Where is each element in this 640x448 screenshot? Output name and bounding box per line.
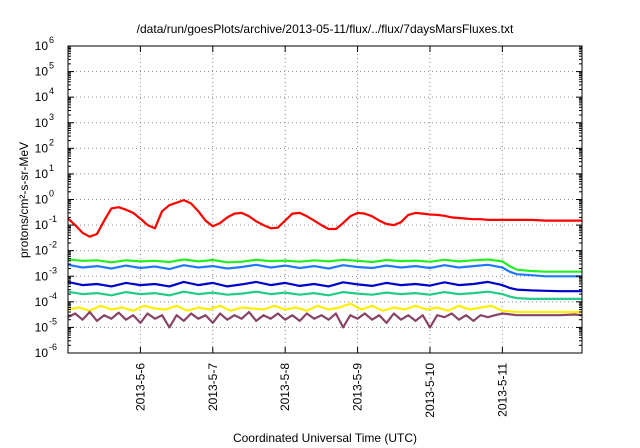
- series-layer: [67, 199, 583, 329]
- y-tick-label: 10: [35, 346, 49, 360]
- x-axis-label: Coordinated Universal Time (UTC): [233, 431, 417, 445]
- y-tick-label: 10: [35, 39, 49, 53]
- y-axis: 10 -610 -510 -410 -310 -210 -110 010 110 210 310 41…: [35, 35, 582, 360]
- x-tick-label: 2013-5-7: [206, 363, 220, 411]
- y-tick-exponent: 6: [49, 35, 54, 45]
- y-tick-exponent: -5: [49, 316, 57, 326]
- y-tick-exponent: -6: [49, 342, 57, 352]
- y-axis-label: protons/cm²-s-sr-MeV: [17, 142, 31, 258]
- y-tick-label: 10: [35, 269, 49, 283]
- y-tick-label: 10: [35, 65, 49, 79]
- y-tick-exponent: 5: [49, 61, 54, 71]
- y-tick-exponent: -3: [49, 265, 57, 275]
- series-line-1: [67, 199, 582, 238]
- x-tick-label: 2013-5-8: [278, 363, 292, 411]
- y-tick-label: 10: [35, 141, 49, 155]
- series-line-5: [67, 290, 582, 300]
- series-line-2: [67, 258, 582, 273]
- x-axis: 2013-5-6 2013-5-7 2013-5-8 2013-5-9 2013-5-1…: [133, 46, 509, 418]
- y-tick-label: 10: [35, 116, 49, 130]
- y-tick-exponent: 1: [49, 163, 54, 173]
- y-tick-label: 10: [35, 218, 49, 232]
- series-line-3: [67, 263, 582, 278]
- x-tick-label: 2013-5-9: [351, 363, 365, 411]
- y-tick-exponent: 4: [49, 86, 54, 96]
- series-line-4: [67, 280, 582, 293]
- grid-lines: [68, 46, 582, 353]
- x-tick-label: 2013-5-10: [423, 363, 437, 418]
- series-line-6: [67, 302, 582, 314]
- y-tick-label: 10: [35, 167, 49, 181]
- y-tick-label: 10: [35, 193, 49, 207]
- x-tick-label: 2013-5-6: [133, 363, 147, 411]
- y-tick-label: 10: [35, 90, 49, 104]
- y-tick-exponent: 0: [49, 189, 54, 199]
- y-tick-label: 10: [35, 320, 49, 334]
- chart-title: /data/run/goesPlots/archive/2013-05-11/f…: [137, 22, 514, 36]
- y-tick-exponent: 3: [49, 112, 54, 122]
- y-tick-label: 10: [35, 295, 49, 309]
- y-tick-exponent: 2: [49, 137, 54, 147]
- series-line-7: [67, 310, 583, 329]
- y-tick-exponent: -1: [49, 214, 57, 224]
- x-tick-label: 2013-5-11: [495, 363, 509, 417]
- y-tick-label: 10: [35, 244, 49, 258]
- y-tick-exponent: -2: [49, 240, 57, 250]
- y-tick-exponent: -4: [49, 291, 57, 301]
